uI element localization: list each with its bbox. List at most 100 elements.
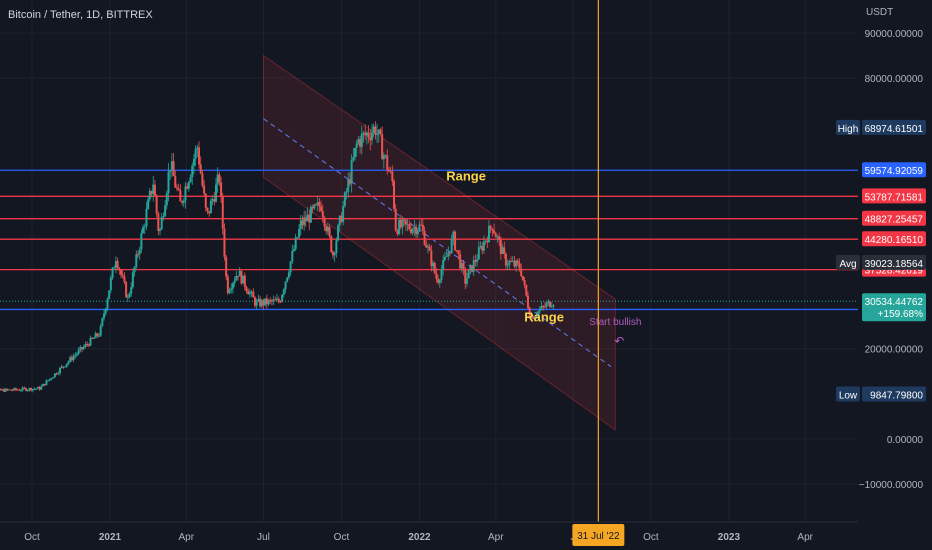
candle-body — [460, 263, 463, 269]
candle — [116, 257, 119, 270]
candle-body — [525, 284, 528, 296]
candle — [382, 152, 385, 169]
last-price-text: 30534.44762 — [865, 297, 924, 308]
candle — [474, 254, 477, 267]
candle-body — [106, 299, 109, 309]
candle-body — [303, 217, 306, 226]
candle-body — [162, 216, 165, 218]
candle — [469, 263, 472, 275]
candle-body — [301, 220, 304, 226]
candle — [218, 171, 221, 186]
candle-body — [338, 215, 341, 226]
candle-body — [111, 267, 114, 278]
candle — [526, 291, 529, 310]
candle-body — [169, 170, 172, 172]
candles — [0, 121, 555, 393]
candle — [532, 315, 535, 320]
candle — [326, 222, 329, 236]
candle-body — [160, 216, 163, 230]
candle — [504, 252, 507, 269]
candle-body — [440, 270, 443, 280]
candle-body — [138, 249, 141, 255]
candle — [211, 195, 214, 206]
candle — [16, 388, 19, 391]
candle-body — [53, 373, 56, 378]
candle — [67, 360, 70, 366]
last-price-change: +159.68% — [878, 309, 923, 320]
candle — [150, 190, 153, 198]
candle-body — [323, 217, 326, 227]
candle-body — [367, 132, 370, 138]
candle-body — [538, 309, 541, 312]
candle-body — [135, 254, 138, 267]
candle — [486, 236, 489, 249]
candle — [299, 214, 302, 236]
candle-body — [242, 275, 245, 284]
candle — [72, 353, 75, 362]
candle — [523, 276, 526, 289]
candle-body — [537, 311, 540, 316]
candle — [203, 179, 206, 196]
candle-body — [362, 132, 365, 134]
candle — [276, 294, 279, 301]
candle — [99, 323, 102, 338]
horizontal-levels — [0, 169, 858, 311]
candle — [487, 220, 490, 243]
candle-body — [513, 260, 516, 267]
candle-body — [308, 214, 311, 223]
candle-body — [320, 206, 323, 212]
candle-body — [94, 333, 97, 338]
candle-body — [198, 147, 201, 165]
candle-body — [523, 280, 526, 285]
avg-price-tag: 39023.18564 — [862, 254, 926, 270]
candle — [47, 380, 50, 382]
candle-body — [418, 224, 421, 231]
candle — [403, 218, 406, 227]
candle-body — [130, 287, 133, 294]
candle — [445, 249, 448, 258]
candle — [21, 386, 24, 392]
high-price-tag-box — [862, 119, 926, 135]
candle — [521, 275, 524, 282]
candle-body — [391, 171, 394, 182]
price-axis: USDT 90000.00000 80000.00000 20000.00000 0.0… — [836, 0, 932, 550]
candle-body — [131, 272, 134, 288]
candle-body — [474, 260, 477, 262]
level-price-tag: 59574.92059 — [862, 162, 926, 178]
candle — [437, 274, 440, 285]
candle-body — [438, 279, 441, 283]
candle-body — [265, 298, 268, 305]
candle — [143, 223, 146, 235]
candle-body — [191, 165, 194, 178]
candle — [147, 195, 150, 210]
candle — [304, 210, 307, 227]
candle-body — [370, 132, 373, 141]
high-price-tag-text: 68974.61501 — [865, 124, 924, 135]
candle — [208, 211, 211, 217]
candle — [423, 226, 426, 246]
candle — [372, 123, 375, 138]
candle-body — [220, 182, 223, 196]
candle — [65, 363, 68, 369]
candle-body — [379, 129, 382, 135]
candle — [386, 149, 389, 175]
candle — [274, 296, 277, 301]
candle — [13, 387, 16, 391]
candle-body — [101, 318, 104, 326]
candle-body — [237, 275, 240, 277]
candle-body — [333, 252, 336, 256]
candle-body — [289, 261, 292, 273]
candle — [442, 254, 445, 276]
candle-body — [547, 301, 550, 304]
candle-body — [450, 239, 453, 253]
candle — [313, 203, 316, 211]
candle-body — [270, 300, 273, 302]
candle-body — [510, 261, 513, 263]
candle-body — [437, 279, 440, 283]
candle — [265, 294, 268, 310]
candle-body — [43, 383, 46, 386]
candle-body — [469, 265, 472, 270]
grid-lines — [0, 0, 858, 522]
candle-body — [292, 249, 295, 251]
